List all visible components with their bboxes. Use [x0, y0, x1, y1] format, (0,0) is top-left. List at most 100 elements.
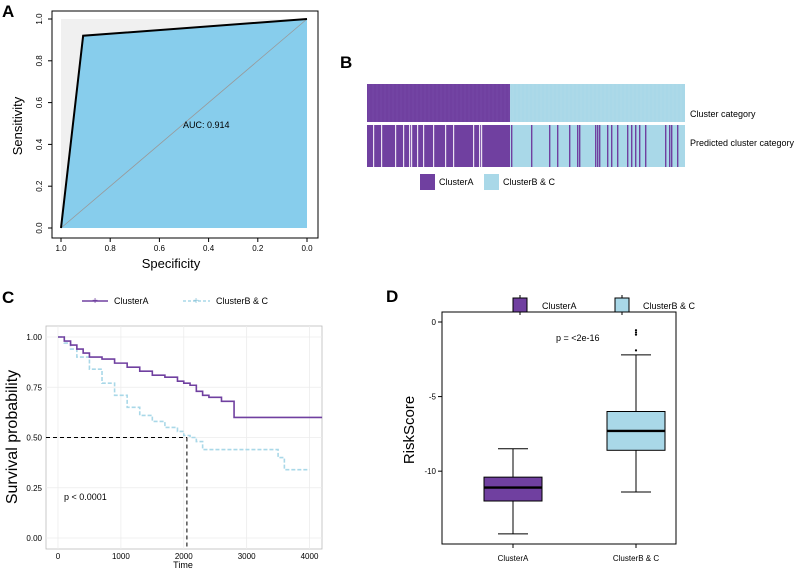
heatmap-row1-clusterBC: [510, 84, 685, 122]
box-outlier: [634, 349, 638, 352]
heatmap-mismatch-stripe: [677, 125, 679, 167]
heatmap-mismatch-stripe: [381, 125, 383, 167]
heatmap-mismatch-stripe: [599, 125, 601, 167]
roc-y-tick-label: 0.6: [35, 96, 44, 108]
riskscore-boxplot: ClusterA ClusterB & C 0 -5 -10 ClusterA Clus…: [401, 295, 696, 563]
heatmap-mismatch-stripe: [579, 125, 581, 167]
heatmap-mismatch-stripe: [631, 125, 633, 167]
box-outlier: [634, 329, 638, 332]
roc-x-tick-label: 0.0: [301, 244, 313, 253]
box-x-tick-label: ClusterB & C: [613, 554, 659, 563]
cluster-heatmap: Cluster category Predicted cluster categ…: [367, 84, 795, 190]
survival-pvalue: p < 0.0001: [64, 492, 107, 502]
heatmap-mismatch-stripe: [627, 125, 629, 167]
heatmap-mismatch-stripe: [395, 125, 397, 167]
box-outlier: [634, 331, 638, 334]
heatmap-mismatch-stripe: [531, 125, 533, 167]
heatmap-mismatch-stripe: [473, 125, 475, 167]
box-legend-label-bc: ClusterB & C: [643, 301, 696, 311]
heatmap-mismatch-stripe: [511, 125, 513, 167]
heatmap-mismatch-stripe: [453, 125, 455, 167]
survival-x-tick-label: 0: [56, 552, 61, 561]
heatmap-legend-swatch-a: [420, 174, 435, 190]
box-iqr: [483, 476, 543, 502]
panel-label-c: C: [2, 288, 14, 307]
roc-x-tick-label: 0.4: [203, 244, 215, 253]
heatmap-mismatch-stripe: [417, 125, 419, 167]
heatmap-mismatch-stripe: [549, 125, 551, 167]
heatmap-mismatch-stripe: [481, 125, 483, 167]
survival-y-tick-label: 0.00: [26, 534, 42, 543]
box-pvalue: p = <2e-16: [556, 333, 600, 343]
roc-chart: 1.0 0.8 0.6 0.4 0.2 0.0 0.0 0.2 0.4 0.6 0.8 1.0 AUC…: [10, 10, 319, 271]
heatmap-mismatch-stripe: [669, 125, 671, 167]
survival-y-tick-label: 0.25: [26, 484, 42, 493]
heatmap-row2-clusterA: [367, 125, 511, 167]
heatmap-legend-label-a: ClusterA: [439, 177, 474, 187]
survival-y-axis-label: Survival probability: [4, 370, 21, 504]
roc-x-tick-label: 0.8: [105, 244, 117, 253]
survival-curve-clusterA: [58, 336, 323, 419]
heatmap-mismatch-stripe: [403, 125, 405, 167]
heatmap-mismatch-stripe: [595, 125, 597, 167]
heatmap-mismatch-stripe: [607, 125, 609, 167]
survival-legend-marker-bc: +: [193, 296, 199, 307]
roc-x-tick-label: 0.2: [252, 244, 264, 253]
heatmap-mismatch-stripe: [671, 125, 673, 167]
heatmap-mismatch-stripe: [479, 125, 481, 167]
survival-curve-clusterBC: [58, 336, 310, 471]
survival-x-tick-label: 4000: [301, 552, 319, 561]
box-y-tick-label: -10: [424, 467, 436, 476]
heatmap-mismatch-stripe: [557, 125, 559, 167]
box-outlier: [634, 333, 638, 336]
survival-legend-label-a: ClusterA: [114, 296, 149, 306]
roc-y-tick-label: 1.0: [35, 13, 44, 25]
panel-label-a: A: [2, 2, 14, 21]
box-y-axis-label: RiskScore: [401, 396, 418, 464]
survival-x-tick-label: 1000: [112, 552, 130, 561]
roc-x-axis-label: Specificity: [142, 256, 201, 271]
heatmap-mismatch-stripe: [569, 125, 571, 167]
box-legend-swatch-a: [512, 297, 528, 313]
heatmap-row-label-cluster: Cluster category: [690, 109, 756, 119]
survival-legend-label-bc: ClusterB & C: [216, 296, 269, 306]
roc-x-tick-label: 1.0: [55, 244, 67, 253]
box-y-tick-label: -5: [429, 393, 437, 402]
survival-y-tick-label: 0.50: [26, 434, 42, 443]
roc-y-tick-label: 0.0: [35, 222, 44, 234]
roc-y-tick-label: 0.4: [35, 138, 44, 150]
heatmap-mismatch-stripe: [645, 125, 647, 167]
heatmap-row1-clusterA: [367, 84, 511, 122]
roc-x-tick-label: 0.6: [154, 244, 166, 253]
roc-curve: [60, 18, 308, 229]
heatmap-mismatch-stripe: [639, 125, 641, 167]
heatmap-mismatch-stripe: [611, 125, 613, 167]
box-legend-label-a: ClusterA: [542, 301, 577, 311]
heatmap-row-label-predicted: Predicted cluster category: [690, 138, 795, 148]
heatmap-mismatch-stripe: [433, 125, 435, 167]
survival-x-axis-label: Time: [173, 560, 193, 570]
panel-label-b: B: [340, 53, 352, 72]
roc-diagonal: [60, 18, 308, 229]
roc-frame: [51, 10, 319, 239]
heatmap-mismatch-stripe: [665, 125, 667, 167]
box-x-tick-label: ClusterA: [498, 554, 529, 563]
roc-y-axis-label: Sensitivity: [10, 96, 25, 155]
heatmap-mismatch-stripe: [411, 125, 413, 167]
heatmap-legend-label-bc: ClusterB & C: [503, 177, 556, 187]
heatmap-mismatch-stripe: [373, 125, 375, 167]
survival-x-tick-label: 2000: [175, 552, 193, 561]
heatmap-mismatch-stripe: [445, 125, 447, 167]
survival-y-tick-label: 1.00: [26, 333, 42, 342]
survival-legend-marker-a: +: [92, 296, 98, 307]
heatmap-mismatch-stripe: [409, 125, 411, 167]
roc-y-tick-label: 0.8: [35, 55, 44, 67]
survival-x-tick-label: 3000: [238, 552, 256, 561]
roc-y-tick-label: 0.2: [35, 180, 44, 192]
box-frame: [441, 311, 677, 545]
roc-auc-annotation: AUC: 0.914: [183, 120, 230, 130]
heatmap-mismatch-stripe: [577, 125, 579, 167]
panel-label-d: D: [386, 287, 398, 306]
